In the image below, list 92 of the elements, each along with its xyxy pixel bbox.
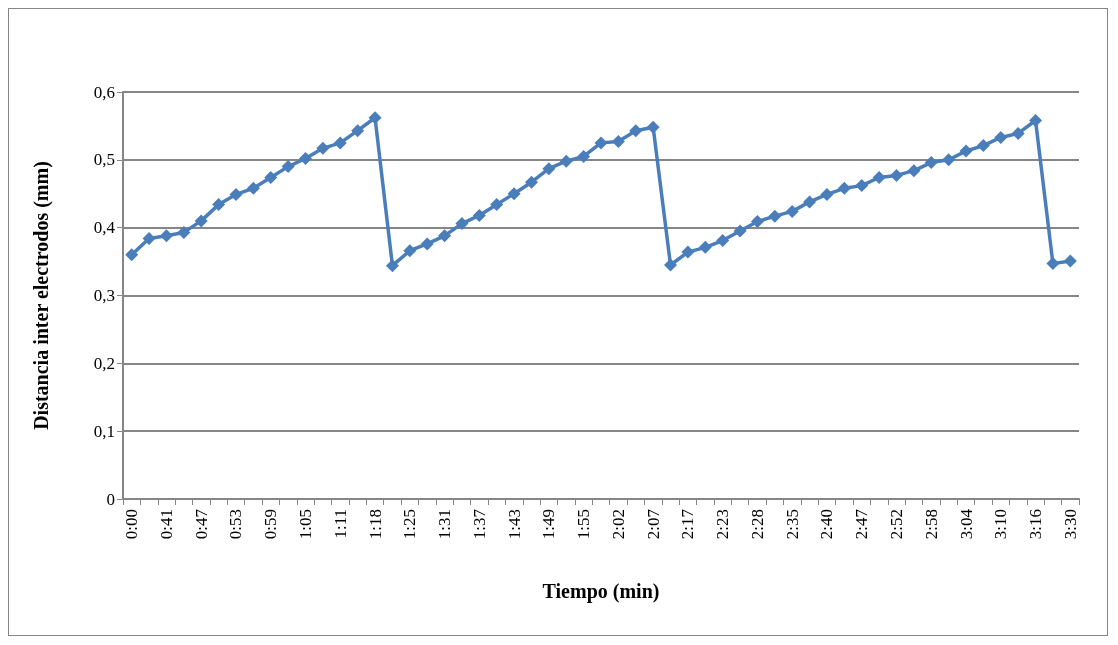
point	[889, 168, 903, 182]
point	[646, 120, 660, 134]
x-tick-label: 1:25	[400, 509, 420, 540]
x-tick-label: 0:59	[261, 509, 281, 540]
point	[368, 111, 382, 125]
point	[159, 229, 173, 243]
x-tick-label: 1:43	[504, 509, 524, 540]
x-tick-label: 2:47	[852, 508, 872, 540]
point	[1011, 126, 1025, 140]
x-tick-label: 1:49	[539, 509, 559, 540]
point	[194, 214, 208, 228]
y-tick-label: 0,5	[93, 150, 115, 170]
point	[438, 229, 452, 243]
point	[733, 224, 747, 238]
point	[907, 164, 921, 178]
point	[507, 187, 521, 201]
point	[472, 208, 486, 222]
x-axis-title: Tiempo (min)	[542, 580, 660, 603]
point	[994, 130, 1008, 144]
x-tick-label: 0:41	[156, 509, 176, 540]
x-tick-label: 2:35	[782, 509, 802, 540]
x-tick-label: 1:05	[296, 509, 316, 540]
point	[559, 154, 573, 168]
x-tick-label: 2:58	[921, 509, 941, 540]
point	[246, 181, 260, 195]
point	[768, 209, 782, 223]
point	[942, 153, 956, 167]
point	[455, 217, 469, 231]
point	[681, 245, 695, 259]
point	[385, 259, 399, 273]
point	[698, 240, 712, 254]
point	[316, 141, 330, 155]
x-tick-label: 3:04	[956, 508, 976, 540]
point	[142, 232, 156, 246]
x-tick-label: 1:55	[574, 509, 594, 540]
point	[403, 244, 417, 258]
point	[420, 237, 434, 251]
point	[629, 124, 643, 138]
x-tick-label: 3:30	[1060, 509, 1080, 540]
x-tick-label: 3:10	[991, 509, 1011, 540]
point	[264, 170, 278, 184]
x-tick-label: 0:00	[122, 509, 142, 540]
y-tick-label: 0,2	[93, 353, 115, 373]
point	[837, 181, 851, 195]
x-tick-label: 2:02	[608, 509, 628, 540]
point	[542, 162, 556, 176]
x-tick-label: 2:52	[886, 509, 906, 540]
point	[924, 156, 938, 170]
point	[524, 175, 538, 189]
y-axis-title: Distancia inter electrodos (mm)	[30, 161, 53, 430]
point	[803, 195, 817, 209]
point	[976, 139, 990, 153]
x-tick-label: 3:16	[1026, 509, 1046, 540]
point	[664, 258, 678, 272]
point	[229, 187, 243, 201]
point	[1063, 254, 1077, 268]
point	[577, 149, 591, 163]
y-tick-label: 0,4	[93, 218, 116, 238]
point	[785, 204, 799, 218]
x-tick-label: 2:28	[747, 509, 767, 540]
x-tick-label: 0:47	[191, 508, 211, 540]
x-tick-label: 2:07	[643, 508, 663, 540]
x-tick-label: 2:40	[817, 509, 837, 540]
point	[125, 248, 139, 262]
point	[716, 234, 730, 248]
x-tick-label: 1:37	[469, 508, 489, 540]
x-tick-label: 1:18	[365, 509, 385, 540]
point	[333, 136, 347, 150]
x-tick-label: 2:23	[713, 509, 733, 540]
y-tick-label: 0,6	[93, 82, 115, 102]
y-tick-label: 0,1	[93, 421, 115, 441]
point	[855, 179, 869, 193]
point	[351, 124, 365, 138]
point	[1046, 257, 1060, 271]
point	[611, 135, 625, 149]
x-tick-label: 1:31	[435, 509, 455, 540]
x-tick-label: 2:17	[678, 508, 698, 540]
point	[959, 144, 973, 158]
point	[299, 151, 313, 165]
point	[177, 225, 191, 239]
x-tick-label: 1:11	[330, 509, 350, 539]
y-tick-label: 0,3	[93, 286, 115, 305]
x-tick-label: 0:53	[226, 509, 246, 540]
point	[594, 136, 608, 150]
y-tick-label: 0	[106, 489, 115, 509]
point	[212, 198, 226, 212]
point	[281, 160, 295, 174]
point	[750, 215, 764, 229]
point	[820, 187, 834, 201]
point	[872, 170, 886, 184]
point	[490, 198, 504, 212]
point	[1029, 113, 1043, 127]
